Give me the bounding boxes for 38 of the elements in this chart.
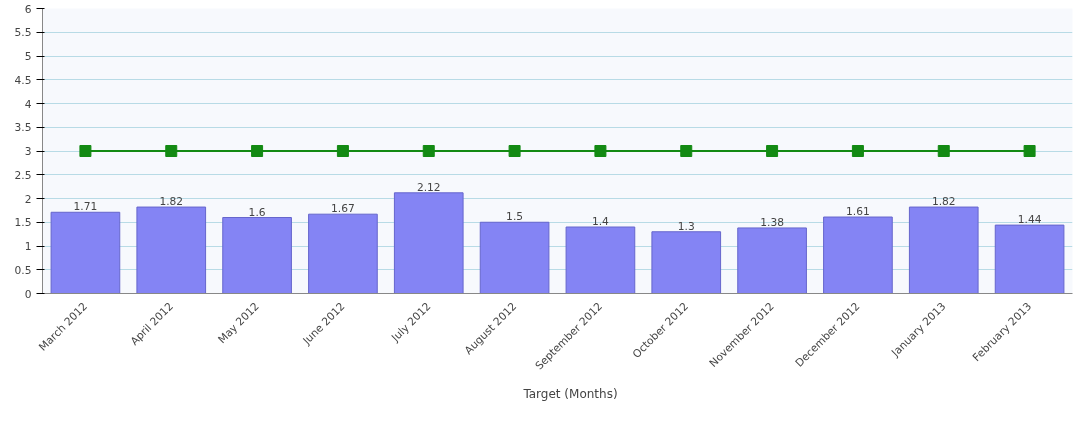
- bar: [737, 227, 807, 294]
- y-tick-label: 4: [24, 97, 32, 111]
- y-tick-label: 5: [24, 50, 32, 63]
- bar: [136, 206, 207, 294]
- data-label: 1.6: [248, 205, 266, 219]
- bar: [994, 224, 1065, 294]
- data-label: 1.4: [591, 215, 610, 228]
- y-tick-label: 1: [24, 240, 32, 253]
- y-tick-label: 5.5: [14, 26, 32, 40]
- bar: [479, 221, 550, 294]
- y-tick-label: 2: [24, 192, 32, 206]
- data-label: 1.82: [931, 195, 956, 209]
- bar: [393, 192, 464, 294]
- bar: [308, 213, 378, 294]
- data-label: 1.44: [1017, 213, 1042, 227]
- data-label: 2.12: [416, 180, 441, 194]
- y-tick-label: 3: [24, 145, 32, 158]
- y-tick-label: 3.5: [14, 121, 32, 135]
- data-label: 1.5: [506, 210, 524, 224]
- data-label: 1.67: [331, 202, 355, 216]
- data-label: 1.61: [846, 205, 870, 219]
- y-tick-label: 1.5: [14, 216, 32, 230]
- y-tick-label: 2.5: [14, 168, 32, 182]
- text: Target (Months): [523, 387, 618, 401]
- bar: [651, 231, 722, 294]
- bar: [823, 216, 893, 294]
- bar: [222, 217, 292, 294]
- bar: [565, 226, 636, 294]
- data-label: 1.3: [677, 219, 695, 233]
- y-tick-label: 0: [24, 287, 32, 301]
- bar: [50, 211, 121, 294]
- bar: [908, 206, 979, 294]
- y-tick-label: 0.5: [14, 263, 32, 277]
- y-tick-label: 6: [24, 2, 32, 16]
- data-label: 1.38: [760, 215, 785, 229]
- data-label: 1.82: [159, 195, 184, 209]
- y-tick-label: 4.5: [14, 73, 32, 87]
- data-label: 1.71: [73, 200, 98, 214]
